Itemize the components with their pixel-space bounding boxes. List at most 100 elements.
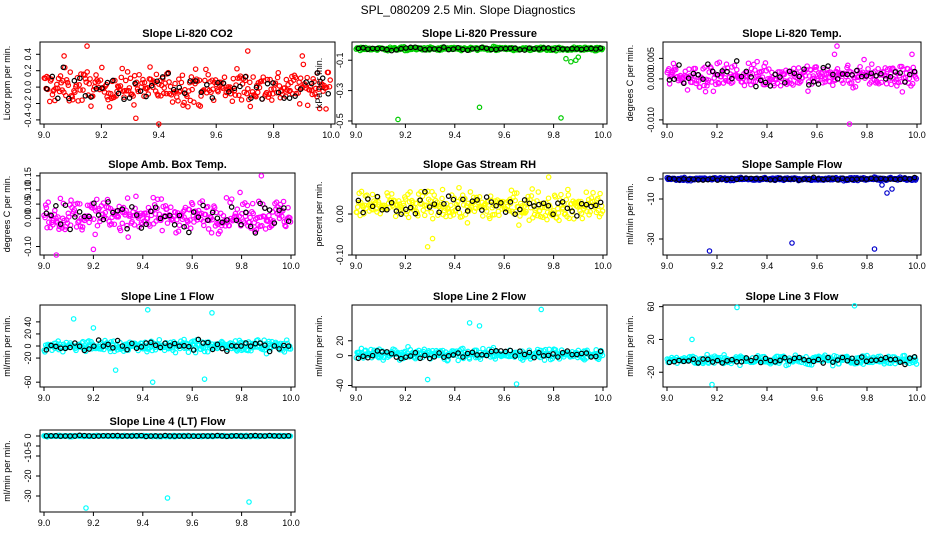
- outlier-point: [831, 51, 838, 58]
- reference-point: [384, 349, 390, 355]
- data-point: [119, 220, 126, 227]
- outlier-point: [513, 381, 520, 387]
- data-point: [153, 71, 160, 78]
- reference-point: [167, 212, 173, 219]
- reference-point: [148, 339, 154, 346]
- data-point: [131, 102, 137, 108]
- x-tick-label: 9.4: [761, 130, 774, 140]
- reference-point: [398, 355, 404, 362]
- data-point: [355, 199, 362, 206]
- reference-point: [200, 202, 206, 209]
- outlier-point: [53, 252, 60, 258]
- data-point: [62, 226, 68, 233]
- data-point: [304, 74, 310, 81]
- reference-point: [209, 346, 216, 353]
- data-point: [686, 66, 692, 73]
- data-point: [236, 92, 242, 99]
- reference-point: [95, 212, 102, 218]
- y-axis-label: percent per min.: [314, 181, 324, 246]
- data-point: [827, 78, 833, 85]
- data-point: [535, 189, 542, 195]
- x-tick-label: 9.2: [87, 261, 100, 271]
- reference-point: [502, 209, 509, 215]
- x-tick-label: 9.4: [137, 261, 150, 271]
- reference-point: [902, 361, 908, 368]
- reference-point: [49, 73, 56, 80]
- reference-point: [849, 355, 855, 362]
- data-point: [46, 98, 53, 105]
- reference-point: [488, 199, 495, 205]
- outlier-point: [424, 376, 431, 383]
- reference-point: [815, 81, 822, 87]
- reference-point: [285, 433, 292, 439]
- reference-point: [555, 354, 561, 360]
- chart-panel: Slope Line 2 Flow ml/min per min. 9.0 9.2 9.…: [314, 291, 612, 403]
- reference-point: [67, 226, 73, 233]
- reference-point: [192, 78, 199, 84]
- data-point: [232, 92, 239, 98]
- data-point: [84, 69, 90, 75]
- data-point: [523, 208, 529, 215]
- plot-frame: [662, 304, 922, 388]
- x-tick-label: 10.0: [908, 130, 926, 140]
- reference-point: [902, 79, 908, 85]
- data-point: [122, 77, 129, 84]
- data-point: [887, 71, 894, 77]
- x-tick-label: 9.6: [498, 130, 511, 140]
- reference-point: [469, 198, 476, 204]
- data-point: [898, 63, 905, 70]
- x-tick-label: 9.6: [811, 261, 824, 271]
- data-point: [486, 215, 493, 222]
- reference-point: [186, 229, 192, 236]
- y-axis-label: ml/min per min.: [625, 315, 635, 377]
- y-tick-label: 0: [23, 343, 33, 348]
- data-point: [901, 352, 908, 359]
- x-tick-label: 9.0: [38, 393, 51, 403]
- data-point: [467, 189, 474, 195]
- reference-point: [205, 339, 211, 346]
- reference-point: [911, 174, 918, 181]
- data-point: [875, 65, 881, 72]
- reference-point: [214, 215, 221, 222]
- data-point: [72, 89, 78, 96]
- reference-point: [863, 73, 870, 79]
- reference-point: [124, 225, 130, 232]
- data-point: [388, 191, 395, 197]
- data-point: [229, 98, 236, 105]
- data-point: [220, 212, 227, 219]
- data-point: [127, 213, 134, 219]
- reference-point: [834, 357, 841, 363]
- data-point: [865, 66, 871, 72]
- data-point: [473, 194, 480, 201]
- reference-point: [569, 208, 575, 215]
- outlier-point: [909, 51, 915, 58]
- data-point: [266, 338, 272, 345]
- reference-point: [157, 215, 164, 222]
- data-point: [813, 67, 819, 73]
- outlier-point: [689, 336, 695, 343]
- data-point: [276, 83, 283, 89]
- data-point: [274, 74, 281, 81]
- data-point: [117, 83, 124, 89]
- x-tick-label: 9.4: [153, 130, 166, 140]
- data-point: [167, 83, 174, 90]
- reference-point: [143, 93, 149, 100]
- x-tick-label: 10.0: [594, 393, 612, 403]
- reference-point: [154, 78, 160, 85]
- reference-point: [422, 352, 428, 359]
- y-tick-label: -0.2: [23, 96, 33, 112]
- reference-point: [772, 177, 778, 183]
- data-point: [326, 83, 333, 90]
- reference-point: [512, 353, 518, 359]
- data-point: [144, 85, 151, 91]
- y-tick-label: 20: [23, 329, 33, 339]
- data-point: [172, 80, 178, 87]
- data-point: [266, 91, 273, 98]
- data-point: [840, 80, 846, 86]
- reference-point: [308, 80, 315, 87]
- reference-point: [685, 75, 692, 81]
- reference-point: [825, 354, 831, 361]
- data-point: [790, 82, 796, 88]
- reference-point: [148, 82, 155, 89]
- reference-point: [474, 197, 480, 203]
